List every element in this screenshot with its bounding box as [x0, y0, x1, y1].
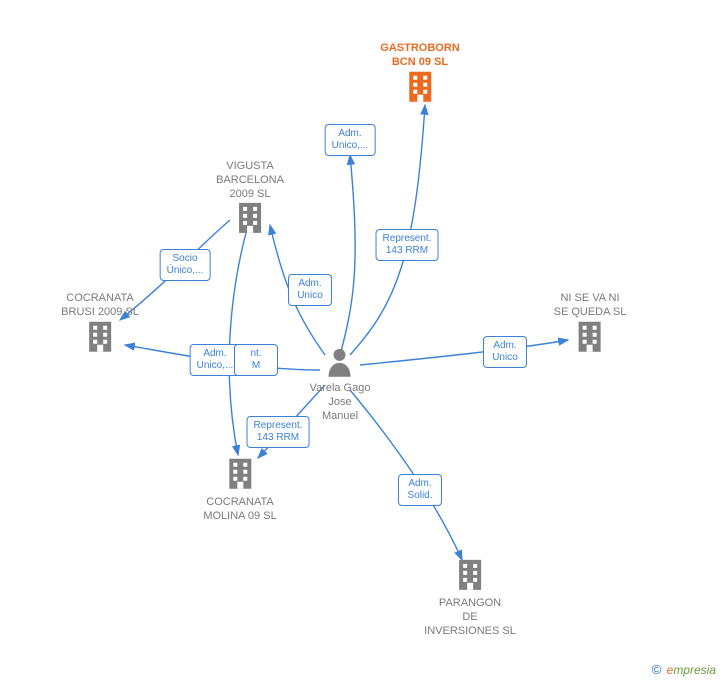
building-icon [235, 201, 265, 240]
node-ni-se-va[interactable]: NI SE VA NI SE QUEDA SL [554, 292, 627, 359]
node-gastroborn[interactable]: GASTROBORN BCN 09 SL [380, 42, 459, 109]
building-icon [85, 319, 115, 358]
node-cocranata-brusi[interactable]: COCRANATA BRUSI 2009 SL [61, 292, 139, 359]
brand-text: empresia [667, 663, 716, 677]
node-label: COCRANATA BRUSI 2009 SL [61, 292, 139, 320]
node-label: COCRANATA MOLINA 09 SL [203, 496, 276, 524]
edge-e6 [229, 225, 248, 455]
node-cocranata-molina[interactable]: COCRANATA MOLINA 09 SL [203, 457, 276, 524]
node-label: GASTROBORN BCN 09 SL [380, 42, 459, 70]
node-parangon[interactable]: PARANGON DE INVERSIONES SL [424, 558, 516, 638]
diagram-canvas: GASTROBORN BCN 09 SL VIGUSTA BARCELONA 2… [0, 0, 728, 685]
edge-label-e5[interactable]: Adm. Unico,... [190, 344, 241, 376]
node-label: VIGUSTA BARCELONA 2009 SL [216, 160, 284, 201]
building-icon [225, 457, 255, 496]
node-label: PARANGON DE INVERSIONES SL [424, 597, 516, 638]
person-icon [326, 347, 354, 382]
node-vigusta[interactable]: VIGUSTA BARCELONA 2009 SL [216, 160, 284, 240]
node-label: NI SE VA NI SE QUEDA SL [554, 292, 627, 320]
footer-brand: © empresia [652, 662, 716, 677]
node-label: Varela Gago Jose Manuel [310, 382, 371, 423]
edge-label-e8[interactable]: Adm. Unico [483, 336, 527, 368]
building-icon [455, 558, 485, 597]
edge-label-e2[interactable]: Represent. 143 RRM [376, 229, 439, 261]
edge-label-e4[interactable]: Socio Único,... [160, 249, 211, 281]
edge-label-e7[interactable]: Represent. 143 RRM [247, 416, 310, 448]
building-icon [405, 69, 435, 108]
edge-e8 [360, 340, 568, 365]
edge-label-e6[interactable]: nt. M [234, 344, 278, 376]
edge-label-e1[interactable]: Adm. Unico,... [325, 124, 376, 156]
building-icon [575, 319, 605, 358]
edge-e1 [340, 155, 355, 355]
copyright-icon: © [652, 662, 662, 677]
node-center-person[interactable]: Varela Gago Jose Manuel [310, 347, 371, 423]
edge-label-e3[interactable]: Adm. Unico [288, 274, 332, 306]
edge-label-e9[interactable]: Adm. Solid. [398, 474, 442, 506]
